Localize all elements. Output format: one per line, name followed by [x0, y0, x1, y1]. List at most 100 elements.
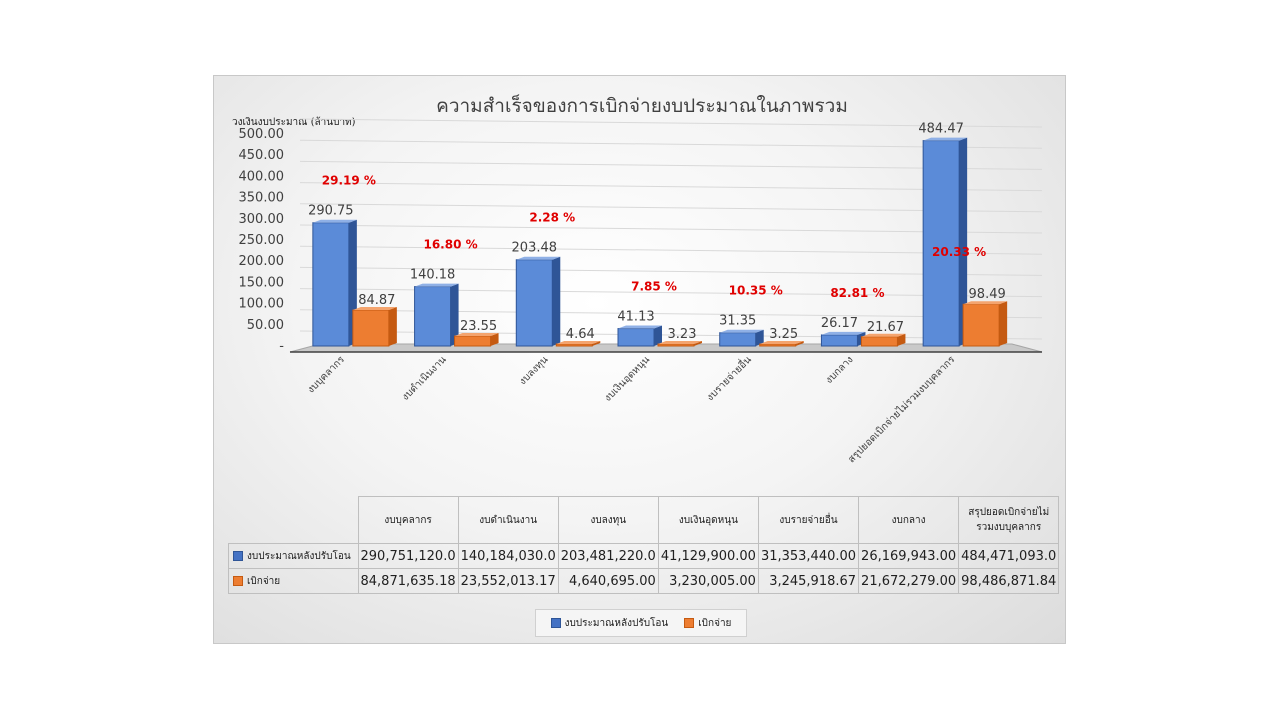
table-cell: 3,245,918.67	[757, 568, 860, 594]
bar-budget	[922, 137, 968, 347]
bar-spent-front	[555, 343, 593, 347]
bar-spent-side	[388, 307, 397, 346]
table-cell: 26,169,943.00	[858, 543, 960, 569]
table-cell: 41,129,900.00	[657, 543, 759, 569]
table-cell: 203,481,220.0	[557, 543, 659, 569]
bar-budget-front	[820, 334, 858, 347]
chart-title: ความสำเร็จของการเบิกจ่ายงบประมาณในภาพรวม	[436, 93, 848, 117]
y-tick-label: 150.00	[239, 275, 285, 290]
data-label-budget: 140.18	[410, 268, 456, 283]
data-label-budget: 41.13	[617, 310, 654, 325]
table-header-cell: งบดำเนินงาน	[457, 496, 559, 544]
legend-item: งบประมาณหลังปรับโอน	[550, 616, 668, 631]
gridline	[299, 160, 1043, 170]
bar-budget	[719, 329, 764, 347]
data-label-spent: 98.49	[969, 287, 1006, 302]
bar-spent-side	[592, 341, 601, 346]
series-name: งบประมาณหลังปรับโอน	[247, 550, 351, 562]
bar-budget-top	[516, 256, 561, 260]
bar-spent-front	[352, 309, 390, 347]
bar-budget-top	[719, 329, 764, 333]
bar-spent-top	[861, 333, 906, 337]
bar-budget-side	[552, 256, 561, 346]
table-cell: 98,486,871.84	[958, 568, 1060, 594]
table-cell: 140,184,030.0	[457, 543, 559, 569]
table-row: เบิกจ่าย 84,871,635.18 23,552,013.17 4,640…	[228, 568, 1060, 594]
data-label-spent: 23.55	[460, 319, 497, 334]
series-swatch	[233, 575, 243, 586]
data-label-spent: 3.25	[769, 327, 798, 342]
gridline	[299, 118, 1043, 128]
table-row-header: เบิกจ่าย	[228, 568, 359, 594]
bar-spent-front	[657, 343, 695, 347]
bar-spent-top	[556, 341, 601, 344]
bar-spent	[657, 341, 702, 347]
bar-spent	[555, 341, 601, 347]
x-tick-label: งบรายจ่ายอื่น	[703, 352, 754, 403]
bar-spent-side	[490, 333, 499, 346]
legend-label: เบิกจ่าย	[698, 617, 732, 629]
percentage-label: 7.85 %	[631, 280, 677, 294]
percentage-label: 2.28 %	[529, 211, 575, 225]
bar-budget-top	[923, 137, 968, 141]
bar-spent-top	[658, 341, 702, 344]
series-name: เบิกจ่าย	[247, 575, 281, 587]
table-header-cell: งบรายจ่ายอื่น	[757, 496, 860, 544]
gridline	[299, 266, 1043, 276]
table-cell: 21,672,279.00	[858, 568, 960, 594]
gridline	[299, 182, 1043, 192]
table-cell: 31,353,440.00	[757, 543, 860, 569]
data-label-budget: 26.17	[821, 316, 858, 331]
percentage-label: 10.35 %	[729, 284, 783, 298]
table-header-cell: งบกลาง	[858, 496, 960, 544]
bar-spent-top	[454, 333, 499, 337]
data-label-budget: 484.47	[918, 122, 964, 137]
gridline	[299, 139, 1043, 149]
data-label-budget: 290.75	[308, 204, 354, 219]
table-header-row: งบบุคลากร งบดำเนินงาน งบลงทุน งบเงินอุดหนุน…	[228, 496, 1060, 544]
table-cell: 3,230,005.00	[657, 568, 759, 594]
percentage-label: 20.33 %	[932, 245, 986, 259]
chart-legend: งบประมาณหลังปรับโอน เบิกจ่าย	[535, 609, 747, 637]
legend-swatch	[684, 618, 695, 628]
bar-budget-front	[515, 259, 553, 347]
data-label-spent: 4.64	[566, 327, 595, 342]
table-cell: 484,471,093.0	[958, 543, 1060, 569]
y-tick-label: 100.00	[239, 297, 285, 312]
bar-spent-side	[795, 341, 804, 346]
table-header-cell: สรุปยอดเบิกจ่ายไม่รวมงบบุคลากร	[958, 496, 1060, 544]
y-tick-label: -	[279, 339, 284, 354]
y-tick-label: 500.00	[239, 127, 285, 142]
x-tick-label: งบลงทุน	[517, 354, 550, 387]
bar-spent-front	[454, 335, 492, 347]
bar-budget	[414, 283, 459, 347]
table-header-cell: งบลงทุน	[557, 496, 659, 544]
bar-budget	[312, 219, 357, 347]
chart-panel: ความสำเร็จของการเบิกจ่ายงบประมาณในภาพรวม…	[213, 75, 1066, 644]
data-label-spent: 21.67	[867, 320, 904, 335]
bar-spent-side	[694, 341, 702, 346]
bar-spent-top	[759, 341, 804, 344]
table-header-cell: งบเงินอุดหนุน	[657, 496, 759, 544]
bar-budget-front	[617, 328, 655, 347]
x-tick-label: งบบุคลากร	[306, 354, 348, 396]
x-tick-label: งบดำเนินงาน	[400, 354, 449, 403]
bar-budget-side	[755, 329, 764, 346]
bar-spent	[759, 341, 804, 347]
bar-spent-front	[962, 303, 1000, 347]
gridline	[299, 203, 1043, 213]
bar-spent-top	[352, 307, 397, 311]
bar-spent	[962, 301, 1008, 347]
bar-budget-front	[414, 286, 452, 347]
bar-budget-top	[312, 219, 357, 223]
y-tick-label: 450.00	[239, 148, 285, 163]
gridline	[299, 245, 1043, 255]
data-label-budget: 31.35	[719, 314, 756, 329]
bar-spent-front	[759, 343, 797, 347]
bar-spent-side	[897, 333, 906, 346]
bar-spent	[352, 307, 397, 347]
table-cell: 84,871,635.18	[357, 568, 459, 594]
bar-budget-front	[312, 222, 350, 347]
table-row: งบประมาณหลังปรับโอน 290,751,120.0 140,184…	[228, 543, 1060, 569]
legend-swatch	[550, 618, 561, 628]
